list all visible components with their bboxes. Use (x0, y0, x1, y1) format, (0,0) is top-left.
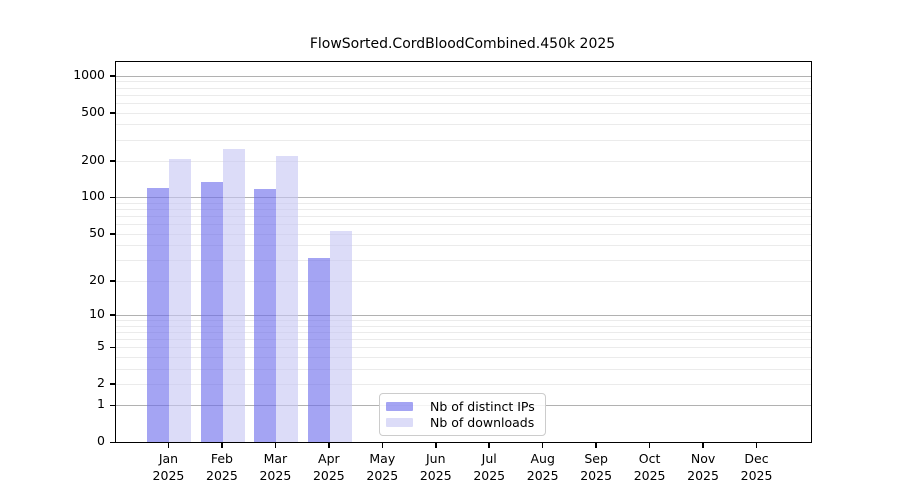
gridline-minor (116, 87, 811, 89)
y-axis-tick (110, 233, 116, 235)
x-axis-tick (167, 443, 170, 448)
x-axis-tick-label: Aug 2025 (526, 451, 559, 483)
gridline-minor (116, 260, 811, 262)
y-axis-tick (110, 75, 116, 77)
y-axis-tick (110, 112, 116, 114)
bar-distinct-ips-apr (307, 258, 330, 442)
legend-item-downloads: Nb of downloads (386, 415, 537, 432)
x-axis-tick (221, 443, 223, 448)
x-axis-tick (328, 443, 330, 448)
x-axis-tick-label: Jan 2025 (152, 451, 185, 483)
y-axis-tick-label: 200 (81, 151, 105, 167)
x-axis-tick (541, 443, 544, 448)
y-axis-tick-label: 10 (89, 305, 105, 321)
gridline-minor (116, 81, 811, 83)
gridline-major (116, 314, 811, 316)
x-axis-tick (381, 443, 384, 448)
x-axis-tick-label: Dec 2025 (740, 451, 773, 483)
legend-item-distinct-ips: Nb of distinct IPs (386, 398, 537, 415)
gridline-minor (116, 216, 811, 218)
bar-downloads-mar (276, 156, 299, 442)
x-axis-tick-label: Apr 2025 (312, 451, 345, 483)
gridline-minor (116, 338, 811, 340)
y-axis-tick (110, 196, 116, 199)
bar-downloads-apr (329, 230, 352, 442)
x-axis-tick (702, 443, 704, 448)
gridline-minor (116, 280, 811, 282)
x-axis-tick-label: Nov 2025 (687, 451, 719, 483)
x-axis-tick-label: Jul 2025 (473, 451, 506, 483)
bar-distinct-ips-mar (254, 189, 277, 442)
gridline-minor (116, 331, 811, 333)
y-axis-tick-label: 1000 (73, 66, 105, 82)
gridline-minor (116, 383, 811, 385)
x-axis-tick-label: Jun 2025 (419, 451, 452, 483)
x-axis-tick (648, 443, 651, 448)
bar-distinct-ips-jan (147, 187, 170, 442)
gridline-minor (116, 319, 811, 321)
gridline-minor (116, 94, 811, 96)
legend-swatch-distinct-ips (386, 401, 413, 411)
legend: Nb of distinct IPs Nb of downloads (379, 393, 546, 436)
bar-downloads-feb (222, 149, 245, 442)
chart-title: FlowSorted.CordBloodCombined.450k 2025 (309, 36, 616, 52)
bar-downloads-jan (169, 158, 192, 442)
gridline-minor (116, 233, 811, 235)
gridline-minor (116, 224, 811, 226)
y-axis-tick-label: 2 (97, 374, 105, 390)
gridline-minor (116, 356, 811, 358)
x-axis-tick (595, 443, 597, 448)
gridline-minor (116, 202, 811, 204)
y-axis-tick (110, 160, 116, 162)
x-axis-tick-label: Feb 2025 (206, 451, 238, 483)
gridline-minor (116, 160, 811, 162)
y-axis-tick-label: 100 (81, 188, 105, 204)
legend-label-downloads: Nb of downloads (430, 415, 535, 431)
y-axis-tick-label: 0 (97, 433, 105, 448)
y-axis-tick-label: 20 (89, 271, 105, 287)
gridline-minor (116, 102, 811, 104)
y-axis-tick (110, 314, 116, 316)
gridline-minor (116, 368, 811, 370)
y-axis-tick (110, 280, 116, 282)
x-axis-tick-label: Sep 2025 (580, 451, 613, 483)
gridline-major (116, 197, 811, 199)
y-axis-tick-label: 500 (81, 103, 105, 119)
x-axis-tick (435, 443, 437, 448)
x-axis-tick-label: May 2025 (366, 451, 399, 483)
x-axis-tick (488, 443, 490, 448)
gridline-minor (116, 124, 811, 126)
y-axis-tick (110, 346, 116, 349)
x-axis-tick-label: Oct 2025 (633, 451, 666, 483)
gridline-minor (116, 139, 811, 141)
x-axis-tick (274, 443, 277, 448)
bar-distinct-ips-feb (200, 181, 223, 442)
gridline-minor (116, 347, 811, 349)
gridline-minor (116, 209, 811, 211)
plot-area: Nb of distinct IPs Nb of downloads (110, 61, 812, 443)
y-axis-tick-label: 50 (89, 224, 105, 240)
gridline-major (116, 75, 811, 77)
x-axis-tick-label: Mar 2025 (259, 451, 292, 483)
gridline-minor (116, 245, 811, 247)
y-axis-tick (110, 441, 116, 443)
y-axis-tick (110, 404, 116, 407)
y-axis-tick-label: 1 (97, 396, 105, 412)
y-axis-tick-label: 5 (97, 338, 105, 354)
legend-swatch-downloads (386, 418, 413, 428)
gridline-minor (116, 325, 811, 327)
x-axis-tick (755, 443, 758, 448)
legend-label-distinct-ips: Nb of distinct IPs (430, 398, 535, 414)
y-axis-tick (110, 383, 116, 385)
gridline-minor (116, 112, 811, 114)
